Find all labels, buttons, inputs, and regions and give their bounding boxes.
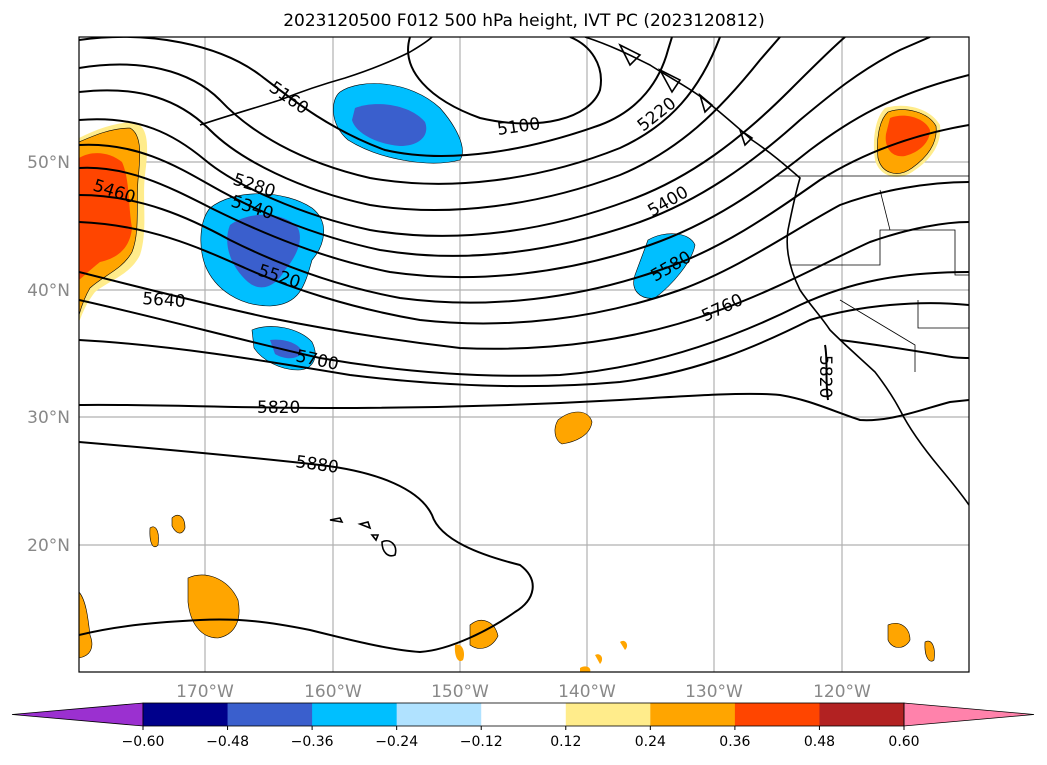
lon-label: 130°W bbox=[685, 682, 743, 702]
lat-label: 20°N bbox=[27, 536, 70, 556]
contour-5160 bbox=[79, 37, 673, 157]
latitude-labels: 50°N 40°N 30°N 20°N bbox=[27, 153, 70, 556]
colorbar-bin bbox=[143, 703, 229, 726]
colorbar-bin bbox=[734, 703, 820, 726]
colorbar-tick-label: 0.12 bbox=[550, 734, 581, 750]
colorbar-tick-label: −0.36 bbox=[291, 734, 334, 750]
contour-5220 bbox=[79, 37, 721, 185]
contour-5760 bbox=[79, 302, 969, 388]
colorbar-extend-low bbox=[11, 702, 144, 727]
map-frame bbox=[78, 36, 970, 673]
height-contours bbox=[79, 37, 969, 654]
borders bbox=[775, 175, 969, 372]
colorbar-bin bbox=[819, 703, 905, 726]
colorbar-tick-label: −0.24 bbox=[375, 734, 418, 750]
colorbar-tick-label: 0.48 bbox=[804, 734, 835, 750]
contour-5640 bbox=[79, 221, 969, 350]
colorbar-extend-high bbox=[903, 702, 1035, 727]
contour-5520 bbox=[79, 124, 969, 304]
contour-5460 bbox=[79, 74, 969, 279]
colorbar-frame bbox=[142, 702, 905, 727]
lon-label: 150°W bbox=[431, 682, 489, 702]
contour-5880 bbox=[79, 441, 534, 654]
lon-label: 170°W bbox=[176, 682, 234, 702]
colorbar-bin bbox=[227, 703, 313, 726]
colorbar-tick-label: 0.60 bbox=[888, 734, 919, 750]
contour-label: 5820 bbox=[257, 398, 300, 418]
contour-5280 bbox=[79, 37, 781, 211]
longitude-labels: 170°W 160°W 150°W 140°W 130°W 120°W bbox=[176, 682, 871, 702]
map-area: 5160 5100 5220 5280 5340 5400 5460 5520 … bbox=[79, 37, 969, 672]
contour-5760-b bbox=[839, 339, 969, 359]
lon-label: 160°W bbox=[304, 682, 362, 702]
contour-label: 5640 bbox=[142, 289, 187, 312]
colorbar-bin bbox=[481, 703, 567, 726]
gridlines bbox=[79, 37, 969, 672]
colorbar-bin bbox=[312, 703, 398, 726]
contour-5820-b bbox=[824, 344, 829, 401]
contour-5340 bbox=[79, 37, 846, 237]
contour-5820 bbox=[79, 392, 969, 422]
colorbar-tick-label: −0.12 bbox=[460, 734, 503, 750]
colorbar-bin bbox=[565, 703, 651, 726]
map-title: 2023120500 F012 500 hPa height, IVT PC (… bbox=[283, 11, 765, 31]
colorbar-bin bbox=[396, 703, 482, 726]
contour-5400 bbox=[79, 37, 931, 257]
lat-label: 50°N bbox=[27, 153, 70, 173]
lon-label: 120°W bbox=[813, 682, 871, 702]
contour-5100 bbox=[407, 37, 602, 125]
colorbar: −0.60 −0.48 −0.36 −0.24 −0.12 0.12 0.24 0.36 0.4… bbox=[11, 702, 1035, 750]
lat-label: 40°N bbox=[27, 281, 70, 301]
contour-label: 5820 bbox=[815, 355, 835, 398]
colorbar-tick-label: −0.60 bbox=[122, 734, 165, 750]
ivt-negative-anomalies bbox=[200, 83, 696, 371]
lon-label: 140°W bbox=[558, 682, 616, 702]
colorbar-tick-label: 0.36 bbox=[719, 734, 750, 750]
colorbar-tick-label: −0.48 bbox=[206, 734, 249, 750]
colorbar-bin bbox=[650, 703, 736, 726]
colorbar-tick-label: 0.24 bbox=[635, 734, 666, 750]
ivt-positive-anomalies bbox=[79, 105, 941, 672]
coastlines bbox=[199, 37, 969, 557]
contour-5700 bbox=[79, 271, 969, 377]
lat-label: 30°N bbox=[27, 408, 70, 428]
contour-5580 bbox=[79, 181, 969, 325]
